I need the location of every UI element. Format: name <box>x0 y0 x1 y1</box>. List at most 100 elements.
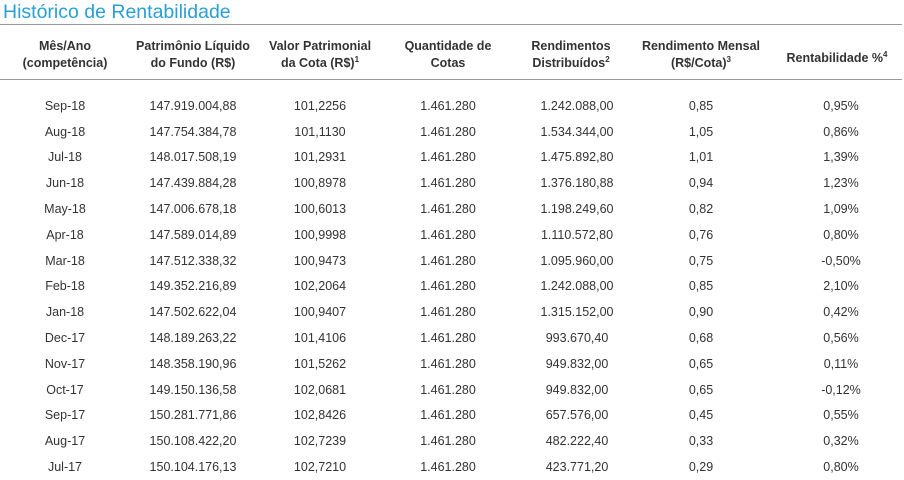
cell-month-year: Nov-17 <box>44 356 86 371</box>
column-header-line2: (competência) <box>0 55 130 72</box>
table-row: Jan-18 147.502.622,04 100,9407 1.461.280 1.3… <box>0 299 902 325</box>
cell-quota-value: 101,1130 <box>294 124 346 139</box>
cell-profitability: 1,39% <box>823 150 859 165</box>
cell-quota-quantity: 1.461.280 <box>420 279 476 294</box>
cell-fund-net-assets: 148.017.508,19 <box>149 150 237 165</box>
cell-monthly-income: 0,82 <box>688 202 714 217</box>
cell-profitability: 1,23% <box>823 176 859 191</box>
cell-profitability: 0,80% <box>823 227 859 242</box>
cell-quota-value: 100,9407 <box>293 305 347 320</box>
cell-distributed-income: 1.242.088,00 <box>540 98 614 113</box>
cell-month-year: Jan-18 <box>45 305 85 320</box>
cell-quota-value: 100,9473 <box>293 253 347 268</box>
cell-quota-quantity: 1.461.280 <box>420 98 476 113</box>
cell-quota-value: 100,6013 <box>293 202 347 217</box>
cell-fund-net-assets: 150.281.771,86 <box>149 408 237 423</box>
cell-profitability: 1,09% <box>823 202 859 217</box>
column-header-distributed-income: Rendimentos Distribuídos2 <box>512 25 630 85</box>
cell-month-year: Apr-18 <box>46 227 84 242</box>
cell-profitability: 0,80% <box>823 460 859 475</box>
column-header-line2-text: (R$/Cota) <box>670 56 727 70</box>
column-header-monthly-income: Rendimento Mensal (R$/Cota)3 <box>630 25 772 85</box>
cell-quota-value: 100,8978 <box>293 176 347 191</box>
cell-distributed-income: 1.315.152,00 <box>540 305 614 320</box>
column-header-line2-text: (competência) <box>22 56 108 70</box>
cell-fund-net-assets: 147.006.678,18 <box>149 202 237 217</box>
cell-distributed-income: 1.198.249,60 <box>540 202 614 217</box>
cell-profitability: 0,11% <box>823 356 859 371</box>
cell-profitability: 0,95% <box>823 98 859 113</box>
cell-profitability: -0,12% <box>821 382 861 397</box>
column-header-line1: Rendimento Mensal <box>641 39 761 53</box>
cell-fund-net-assets: 147.919.004,88 <box>149 98 237 113</box>
table-row: Sep-18 147.919.004,88 101,2256 1.461.280 1.2… <box>0 85 902 119</box>
cell-month-year: Jul-18 <box>47 150 83 165</box>
cell-month-year: Oct-17 <box>46 382 84 397</box>
cell-fund-net-assets: 147.754.384,78 <box>149 124 237 139</box>
table-body: Sep-18 147.919.004,88 101,2256 1.461.280 1.2… <box>0 85 902 480</box>
title-divider <box>0 24 902 25</box>
cell-month-year: Mar-18 <box>45 253 85 268</box>
cell-month-year: Aug-17 <box>44 434 86 449</box>
cell-distributed-income: 993.670,40 <box>545 331 609 346</box>
cell-monthly-income: 0,75 <box>688 253 714 268</box>
cell-fund-net-assets: 149.352.216,89 <box>149 279 237 294</box>
cell-month-year: Dec-17 <box>44 331 86 346</box>
cell-monthly-income: 0,90 <box>688 305 714 320</box>
table-row: Feb-18 149.352.216,89 102,2064 1.461.280 1.2… <box>0 274 902 300</box>
cell-fund-net-assets: 148.189.263,22 <box>149 331 237 346</box>
column-header-line1: Rentabilidade % <box>786 50 884 65</box>
cell-monthly-income: 0,33 <box>688 434 714 449</box>
column-header-line1: Valor Patrimonial <box>268 39 372 53</box>
footnote-marker: 2 <box>605 54 610 64</box>
cell-quota-quantity: 1.461.280 <box>420 382 476 397</box>
table-row: May-18 147.006.678,18 100,6013 1.461.280 1.1… <box>0 196 902 222</box>
cell-distributed-income: 1.242.088,00 <box>540 279 614 294</box>
cell-fund-net-assets: 147.512.338,32 <box>149 253 237 268</box>
table-row: Jul-17 150.104.176,13 102,7210 1.461.280 423… <box>0 454 902 480</box>
cell-quota-value: 101,5262 <box>293 356 347 371</box>
column-header-line2-text: Distribuídos <box>532 56 606 70</box>
column-header-line2: (R$/Cota)3 <box>630 55 772 72</box>
cell-monthly-income: 0,85 <box>688 279 714 294</box>
cell-monthly-income: 1,01 <box>688 150 714 165</box>
column-header-line2: Cotas <box>384 55 512 72</box>
column-header-month-year: Mês/Ano (competência) <box>0 25 130 85</box>
cell-distributed-income: 482.222,40 <box>545 434 609 449</box>
cell-fund-net-assets: 147.589.014,89 <box>149 227 237 242</box>
column-header-line1: Mês/Ano <box>38 39 92 53</box>
cell-distributed-income: 1.534.344,00 <box>540 124 614 139</box>
cell-fund-net-assets: 149.150.136,58 <box>149 382 237 397</box>
cell-month-year: Jul-17 <box>47 460 83 475</box>
header-divider <box>0 79 902 80</box>
column-header-line2-text: Cotas <box>430 56 466 70</box>
cell-profitability: 0,42% <box>823 305 859 320</box>
footnote-marker: 4 <box>883 49 888 59</box>
profitability-table: Mês/Ano (competência) Patrimônio Líquido do… <box>0 25 902 480</box>
page-title: Histórico de Rentabilidade <box>3 1 231 23</box>
cell-quota-value: 102,7210 <box>293 460 347 475</box>
cell-monthly-income: 0,68 <box>688 331 714 346</box>
cell-fund-net-assets: 147.502.622,04 <box>149 305 237 320</box>
column-header-line1: Rendimentos <box>531 39 611 53</box>
header-row: Mês/Ano (competência) Patrimônio Líquido do… <box>0 25 902 85</box>
cell-quota-quantity: 1.461.280 <box>420 227 476 242</box>
cell-quota-value: 100,9998 <box>293 227 347 242</box>
cell-profitability: 0,56% <box>823 331 859 346</box>
cell-quota-quantity: 1.461.280 <box>420 331 476 346</box>
cell-quota-quantity: 1.461.280 <box>420 408 476 423</box>
cell-monthly-income: 0,85 <box>688 98 714 113</box>
table-row: Dec-17 148.189.263,22 101,4106 1.461.280 993… <box>0 325 902 351</box>
cell-monthly-income: 1,05 <box>688 124 714 139</box>
column-header-quota-value: Valor Patrimonial da Cota (R$)1 <box>256 25 384 85</box>
cell-quota-value: 102,0681 <box>293 382 347 397</box>
cell-monthly-income: 0,29 <box>688 460 714 475</box>
column-header-line2-text: da Cota (R$) <box>280 56 355 70</box>
table-row: Mar-18 147.512.338,32 100,9473 1.461.280 1.0… <box>0 248 902 274</box>
column-header-profitability: Rentabilidade %4 <box>772 25 902 85</box>
cell-distributed-income: 1.095.960,00 <box>540 253 614 268</box>
cell-month-year: Aug-18 <box>44 124 86 139</box>
footnote-marker: 1 <box>354 54 360 64</box>
column-header-quota-quantity: Quantidade de Cotas <box>384 25 512 85</box>
cell-month-year: Sep-18 <box>44 98 86 113</box>
